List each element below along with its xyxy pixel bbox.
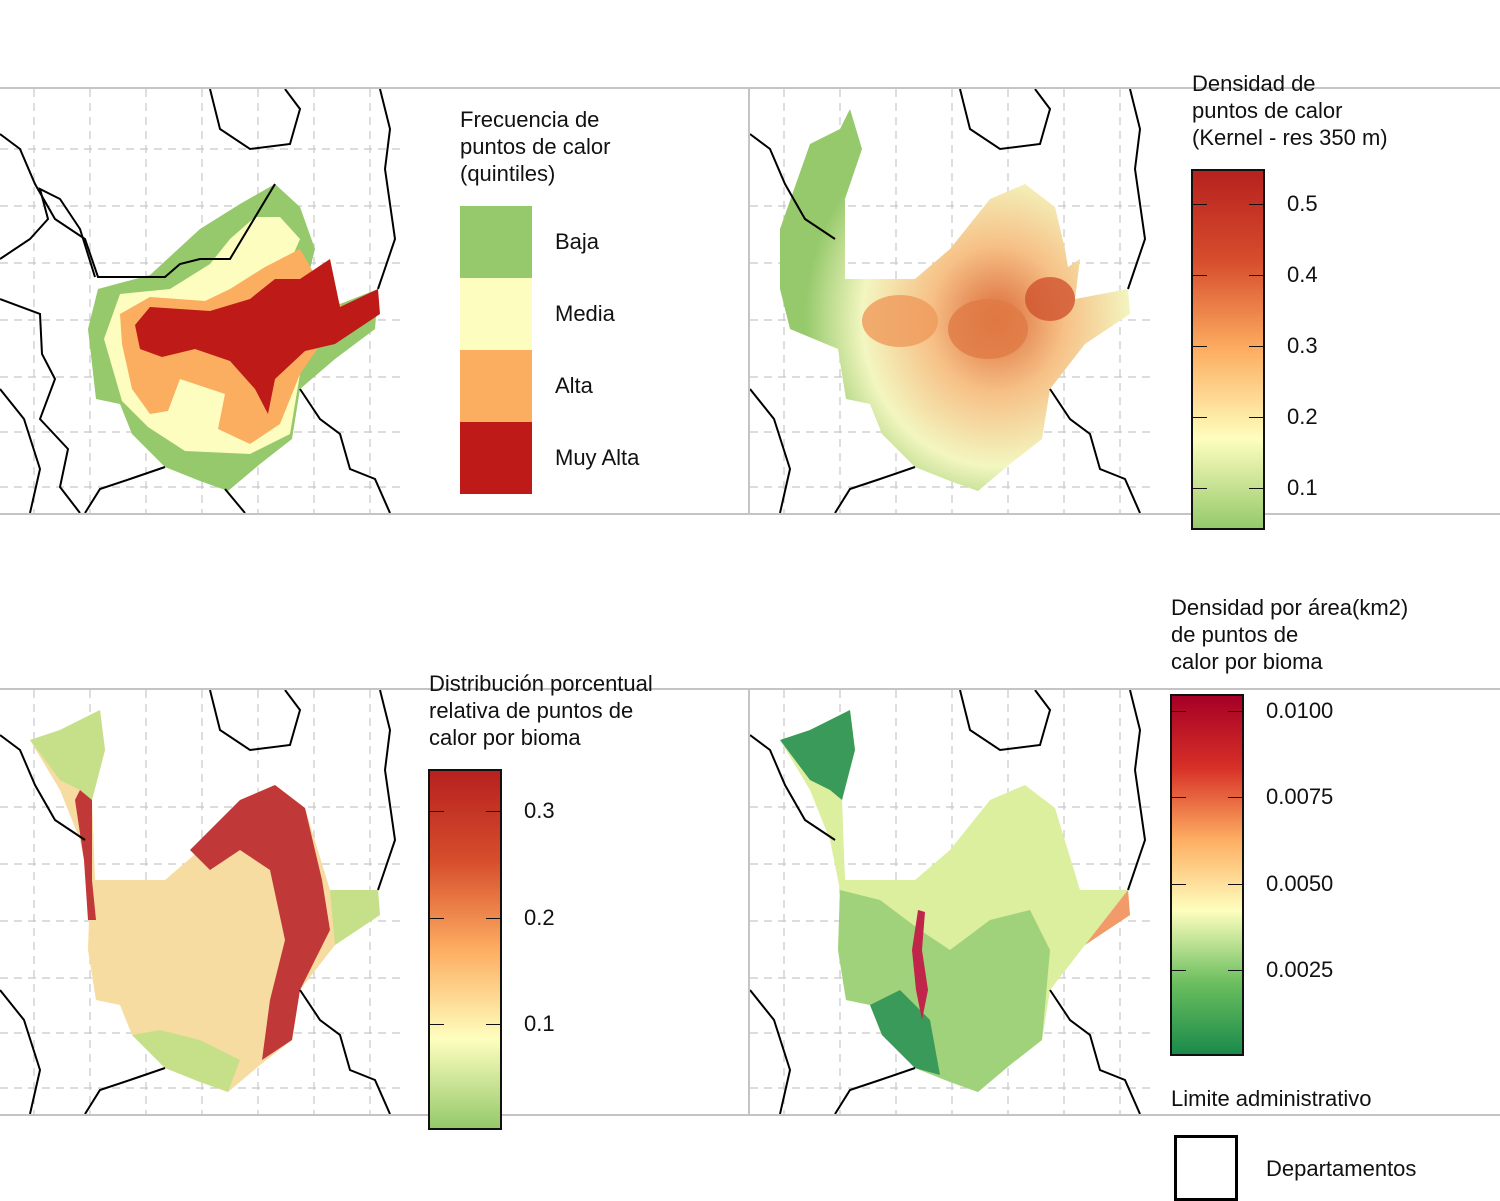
legend-title-quintiles: Frecuencia de puntos de calor (quintiles… <box>460 107 611 186</box>
kernel-tick-label: 0.4 <box>1287 262 1318 288</box>
area-color-ramp <box>1170 694 1244 1056</box>
area-tick-mark <box>1170 797 1186 799</box>
kernel-tick-mark <box>1191 416 1207 418</box>
area-tick-mark <box>1170 969 1186 971</box>
quintile-label-3: Muy Alta <box>555 445 640 470</box>
admin-department-label: Departamentos <box>1266 1156 1417 1181</box>
quintile-swatch-1 <box>460 278 532 350</box>
quintile-map <box>0 89 400 513</box>
area-tick-mark <box>1228 969 1244 971</box>
kernel-tick-mark <box>1249 204 1265 206</box>
kernel-density-surface <box>780 109 1130 491</box>
percent-tick-label: 0.2 <box>524 904 555 930</box>
kernel-tick-mark <box>1249 416 1265 418</box>
area-high-biome <box>912 910 928 1020</box>
area-map <box>750 690 1150 1114</box>
legend-title-area: Densidad por área(km2) de puntos de calo… <box>1171 595 1409 674</box>
percent-tick-mark <box>428 1023 444 1025</box>
quintile-label-2: Alta <box>555 373 593 398</box>
department-boundaries <box>0 89 397 513</box>
quintile-swatch-2 <box>460 350 532 422</box>
area-tick-label: 0.0075 <box>1266 784 1334 810</box>
map-panel-area <box>748 688 1500 1116</box>
kernel-tick-mark <box>1191 275 1207 277</box>
area-tick-label: 0.0050 <box>1266 870 1334 896</box>
kernel-tick-label: 0.1 <box>1287 474 1318 500</box>
percent-tick-mark <box>428 917 444 919</box>
kernel-tick-mark <box>1191 204 1207 206</box>
area-tick-mark <box>1228 883 1244 885</box>
percent-tick-label: 0.3 <box>524 798 555 824</box>
quintile-label-0: Baja <box>555 229 600 254</box>
percent-tick-mark <box>486 917 502 919</box>
legend-title-percent: Distribución porcentual relativa de punt… <box>429 671 653 750</box>
map-panel-percent <box>0 688 752 1116</box>
area-tick-mark <box>1228 711 1244 713</box>
percent-tick-label: 0.1 <box>524 1010 555 1036</box>
kernel-tick-label: 0.3 <box>1287 332 1318 358</box>
kernel-tick-mark <box>1249 275 1265 277</box>
percent-tick-mark <box>486 811 502 813</box>
admin-department-swatch <box>1174 1135 1238 1201</box>
quintile-muy-alta-zone <box>135 259 380 414</box>
kernel-map <box>750 89 1150 513</box>
percent-map <box>0 690 400 1114</box>
area-tick-mark <box>1228 797 1244 799</box>
map-panel-kernel <box>748 87 1500 515</box>
area-low-biome <box>780 710 940 1075</box>
kernel-tick-mark <box>1249 487 1265 489</box>
area-tick-mark <box>1170 883 1186 885</box>
quintile-swatch-3 <box>460 422 532 494</box>
area-tick-label: 0.0025 <box>1266 956 1334 982</box>
percent-color-ramp <box>428 769 502 1130</box>
percent-high-biome <box>190 785 330 1060</box>
kernel-tick-mark <box>1191 345 1207 347</box>
kernel-tick-mark <box>1191 487 1207 489</box>
percent-tick-mark <box>486 1023 502 1025</box>
area-tick-mark <box>1170 711 1186 713</box>
kernel-tick-mark <box>1249 345 1265 347</box>
legend-title-kernel: Densidad de puntos de calor (Kernel - re… <box>1192 71 1388 150</box>
map-panel-quintiles <box>0 87 752 515</box>
kernel-color-ramp <box>1191 169 1265 530</box>
kernel-hotspots <box>862 277 1075 359</box>
quintile-label-1: Media <box>555 301 615 326</box>
kernel-tick-label: 0.2 <box>1287 403 1318 429</box>
kernel-tick-label: 0.5 <box>1287 191 1318 217</box>
legend-title-admin: Limite administrativo <box>1171 1086 1372 1111</box>
percent-tick-mark <box>428 811 444 813</box>
percent-low-biome <box>30 710 380 1092</box>
area-tick-label: 0.0100 <box>1266 698 1334 724</box>
quintile-swatch-0 <box>460 206 532 278</box>
